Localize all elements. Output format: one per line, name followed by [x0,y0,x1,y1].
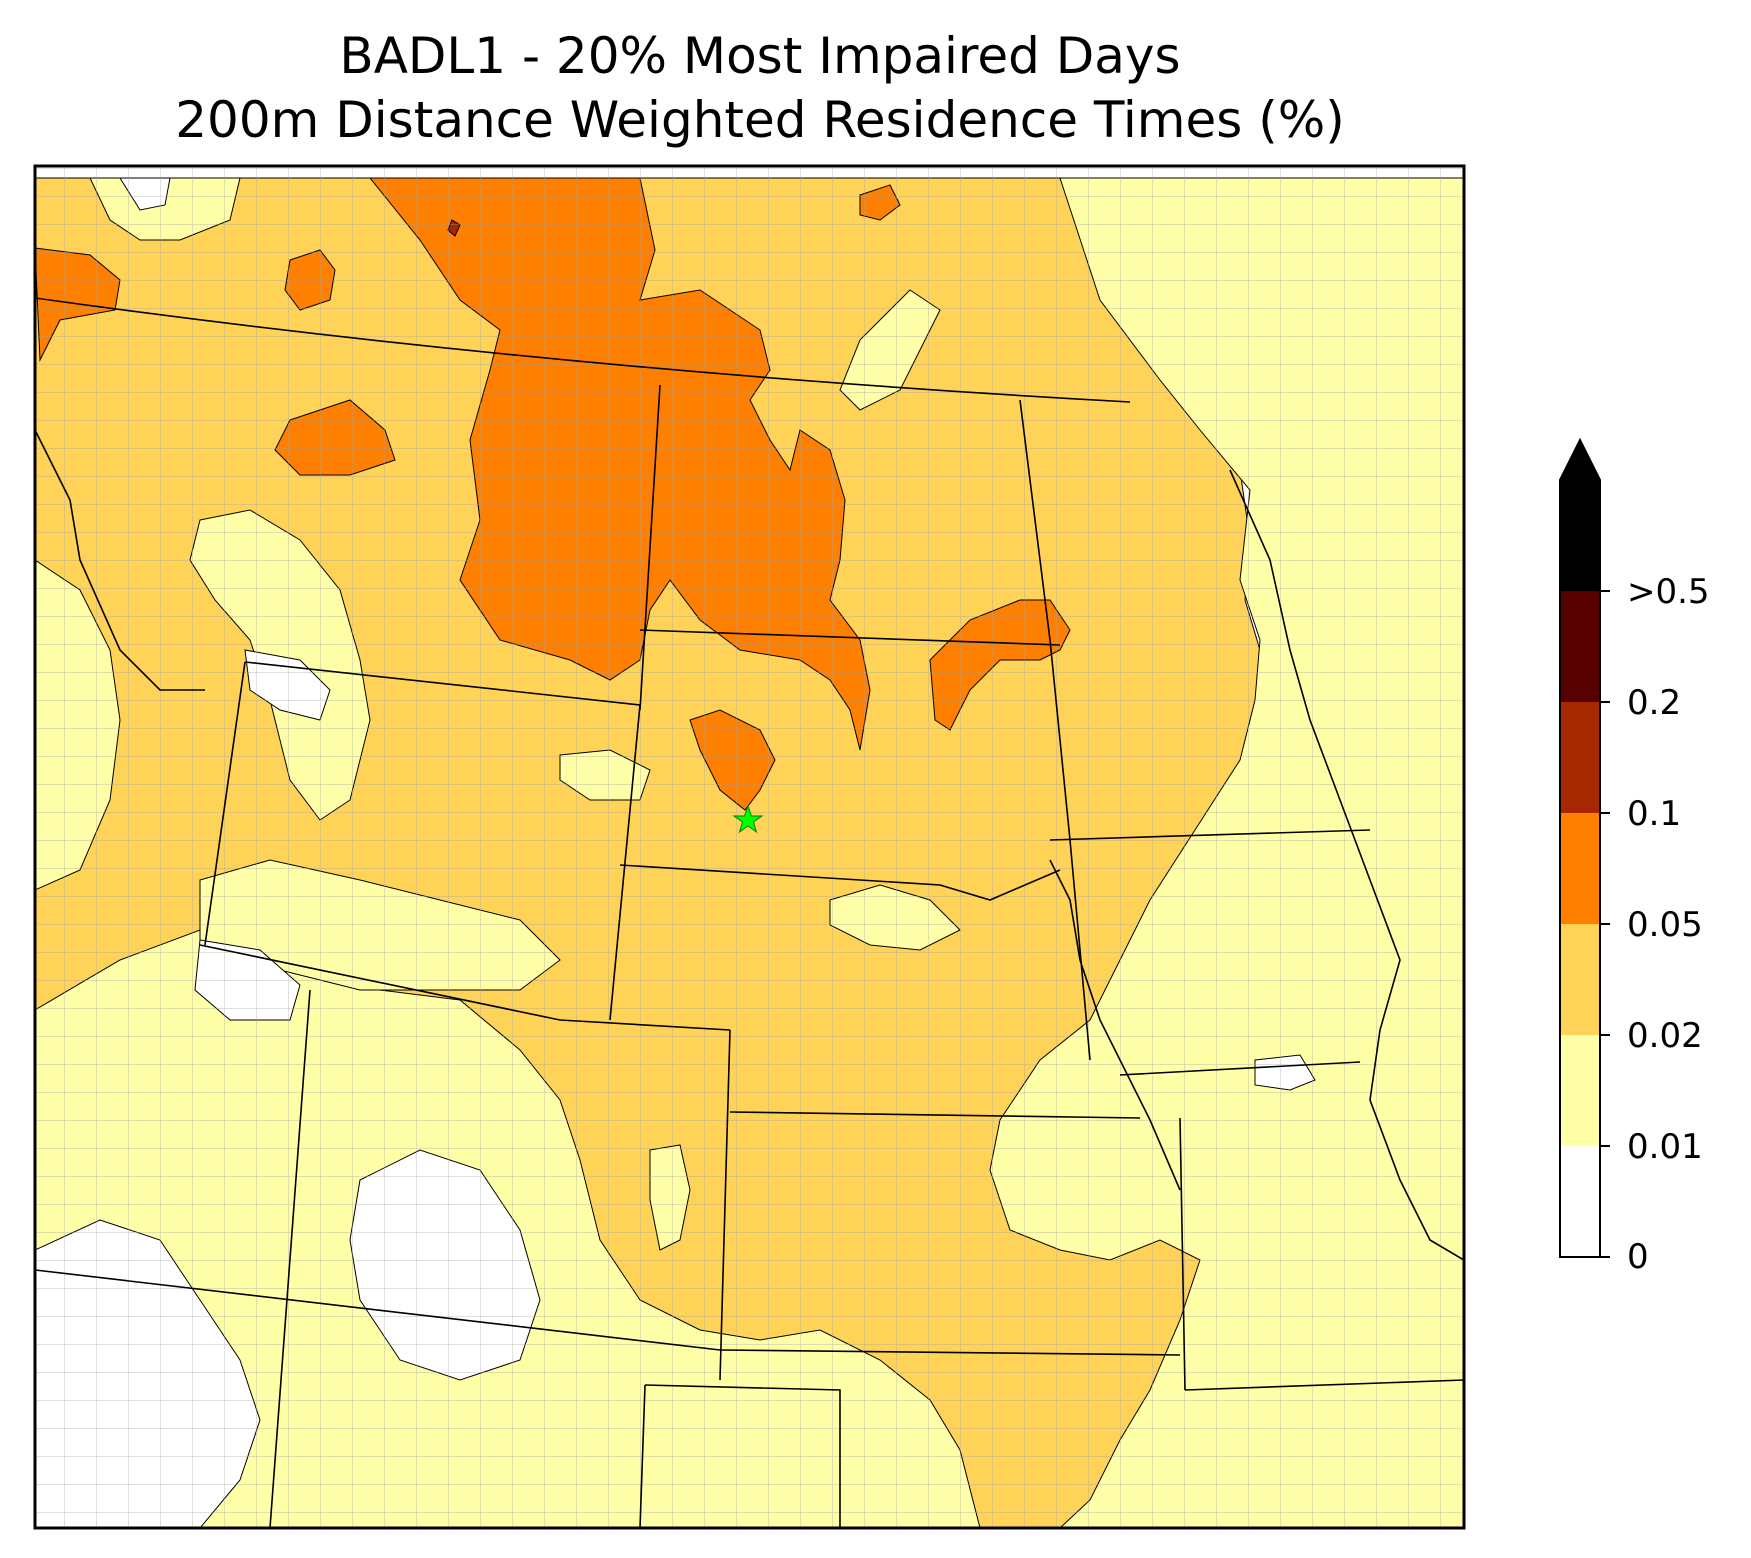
colorbar-band-6 [1560,480,1600,591]
colorbar-label-max: >0.5 [1627,572,1710,612]
nm-co-border [644,1384,841,1528]
map-frame [33,164,1466,1530]
colorbar [1559,437,1610,1258]
map-title-line-1: BADL1 - 20% Most Impaired Days [339,27,1181,85]
wyoming-west-border [204,661,246,946]
colorbar-band-4 [1560,702,1600,813]
ia-mn-border [1049,829,1371,841]
colorbar-label-0.1: 0.1 [1627,794,1682,834]
missouri-river [1049,859,1181,1191]
colorbar-extend-arrow [1560,440,1600,480]
ks-ok-border [719,1349,1181,1356]
montana-wyoming-border [244,661,641,706]
mississippi-river [1229,469,1464,1261]
utah-co-south [35,1269,721,1351]
co-east-border [719,1029,731,1381]
state-boundaries [35,297,1464,1528]
montana-dakota-border [639,384,661,711]
colorbar-band-2 [1560,924,1600,1035]
nd-sd-border [639,629,1061,646]
colorbar-band-3 [1560,813,1600,924]
colorbar-label-0: 0 [1627,1237,1649,1277]
colorbar-band-0 [1560,1146,1600,1257]
canada-border [35,297,1131,403]
map-panel [35,166,1464,1528]
ne-ks-border [729,1111,1141,1119]
utah-east-border [269,989,311,1528]
mo-ks-border [1179,1117,1186,1391]
co-north-border [559,1019,731,1031]
wy-ne-border [609,704,641,1021]
colorbar-label-0.2: 0.2 [1627,683,1682,723]
nd-mn-border [1019,399,1091,1061]
county-boundaries [35,166,1464,1528]
colorbar-label-0.05: 0.05 [1627,905,1703,945]
map-title-line-2: 200m Distance Weighted Residence Times (… [175,91,1345,149]
mo-ok-border [1184,1379,1464,1391]
nm-west-border [639,1384,646,1528]
ia-mo-border [1119,1061,1361,1076]
colorbar-band-1 [1560,1035,1600,1146]
colorbar-band-5 [1560,591,1600,702]
colorbar-outline [1559,437,1601,1258]
colorbar-label-0.01: 0.01 [1627,1127,1703,1167]
wyoming-south-border [199,944,561,1021]
colorbar-label-0.02: 0.02 [1627,1016,1703,1056]
idaho-montana-border [35,429,205,691]
site-star-marker [732,804,764,834]
sd-ne-border [619,864,1061,901]
